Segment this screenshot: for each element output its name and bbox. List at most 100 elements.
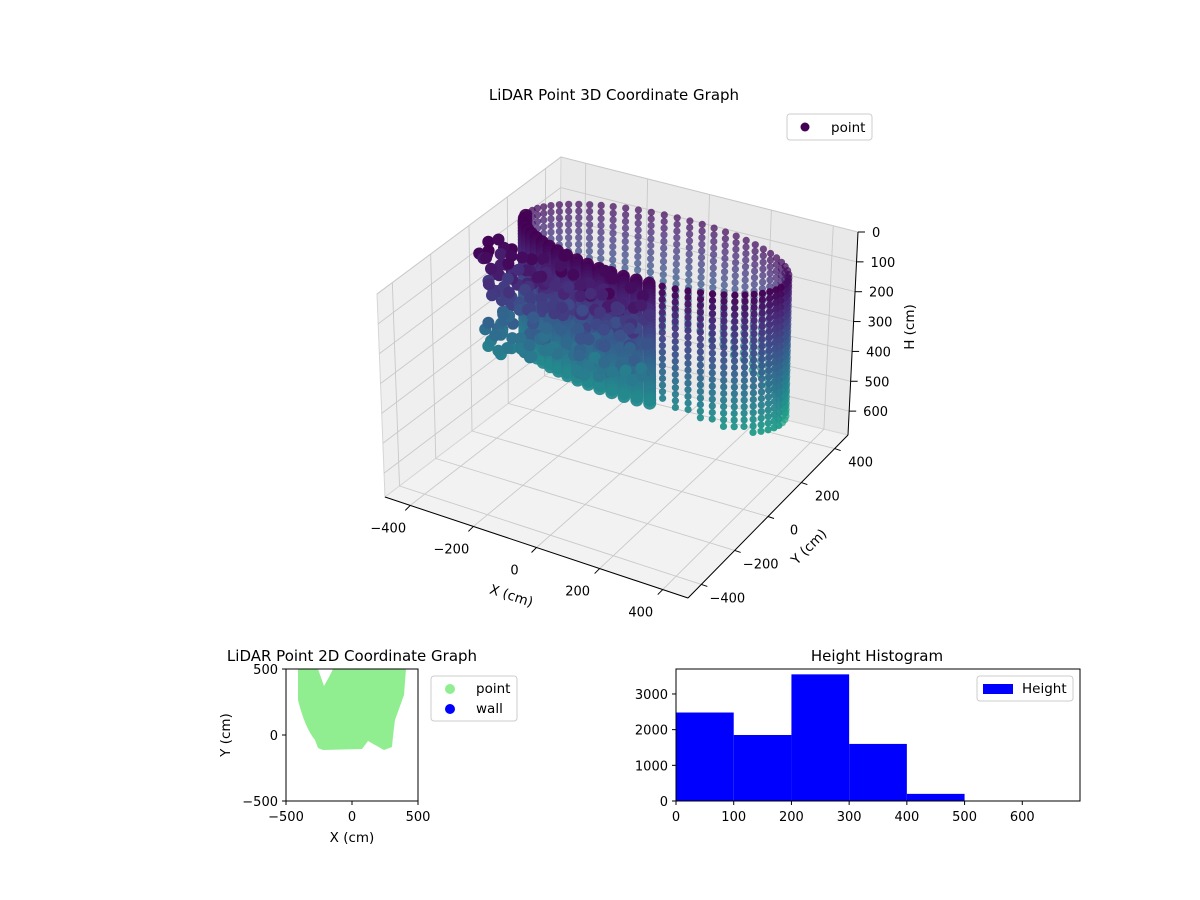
cloud-point xyxy=(686,251,693,258)
cloud-point xyxy=(647,269,654,276)
cloud-point xyxy=(673,267,680,274)
y-tick-label-3d: −400 xyxy=(709,591,745,606)
cloud-point xyxy=(659,322,666,329)
cloud-point xyxy=(752,241,759,248)
cloud-point xyxy=(765,354,772,361)
cloud-point xyxy=(547,209,554,216)
cloud-point xyxy=(565,201,572,208)
cloud-point xyxy=(720,423,727,430)
cloud-point xyxy=(622,245,629,252)
cloud-point xyxy=(709,376,716,383)
cloud-point xyxy=(547,229,554,236)
y-tick-label-hist: 3000 xyxy=(635,688,668,703)
x-tick-label-hist: 100 xyxy=(721,810,746,825)
cloud-point xyxy=(758,369,765,376)
cloud-point xyxy=(672,371,679,378)
cloud-point xyxy=(731,318,738,325)
cloud-point xyxy=(765,374,772,381)
cloud-point xyxy=(594,306,606,318)
cloud-point xyxy=(644,309,656,321)
cloud-point xyxy=(622,258,629,265)
cloud-point xyxy=(709,336,716,343)
cloud-point xyxy=(575,214,582,221)
legend-3d-label: point xyxy=(831,120,865,136)
cloud-point xyxy=(720,304,727,311)
cloud-point xyxy=(684,327,691,334)
cloud-point xyxy=(561,336,573,348)
cloud-point xyxy=(659,349,666,356)
cloud-point xyxy=(565,227,572,234)
cloud-point xyxy=(741,357,748,364)
cloud-point xyxy=(699,228,706,235)
cloud-point xyxy=(660,258,667,265)
cloud-point xyxy=(709,284,716,291)
cloud-point xyxy=(684,353,691,360)
cloud-point xyxy=(750,383,757,390)
cloud-point xyxy=(758,395,765,402)
cloud-point xyxy=(741,291,748,298)
cloud-point xyxy=(565,241,572,248)
cloud-point xyxy=(741,318,748,325)
cloud-point xyxy=(741,410,748,417)
cloud-point xyxy=(741,397,748,404)
cloud-point xyxy=(575,290,587,302)
cloud-point xyxy=(686,257,693,264)
cloud-point xyxy=(576,305,588,317)
cloud-point xyxy=(741,390,748,397)
cloud-point xyxy=(575,279,587,291)
chart-histogram: Height Histogram 0 100 200 300 400 500 600 0 100… xyxy=(635,647,1080,825)
cloud-point xyxy=(759,290,766,297)
histogram-title: Height Histogram xyxy=(811,647,943,665)
x-tick-label-3d: −400 xyxy=(370,521,406,536)
cloud-point xyxy=(733,233,740,240)
cloud-point xyxy=(659,368,666,375)
cloud-point xyxy=(673,247,680,254)
cloud-point xyxy=(720,410,727,417)
cloud-point xyxy=(547,202,554,209)
cloud-point xyxy=(622,231,629,238)
cloud-point xyxy=(586,214,593,221)
cloud-point xyxy=(685,277,692,284)
cloud-point xyxy=(659,329,666,336)
cloud-point xyxy=(618,390,631,403)
cloud-point xyxy=(749,429,756,436)
z-tick-label-3d: 400 xyxy=(866,345,891,360)
cloud-point xyxy=(741,370,748,377)
cloud-point xyxy=(731,324,738,331)
cloud-point xyxy=(672,305,679,312)
cloud-point xyxy=(609,256,616,263)
cloud-point xyxy=(635,299,647,311)
cloud-point xyxy=(684,373,691,380)
cloud-point xyxy=(742,263,749,270)
cloud-point xyxy=(772,306,779,313)
cloud-point xyxy=(698,247,705,254)
cloud-point xyxy=(697,296,704,303)
cloud-point xyxy=(597,235,604,242)
cloud-point xyxy=(684,301,691,308)
cloud-point xyxy=(772,326,779,333)
cloud-point xyxy=(765,360,772,367)
cloud-point xyxy=(672,325,679,332)
cloud-point xyxy=(697,381,704,388)
cloud-point xyxy=(684,393,691,400)
cloud-point xyxy=(720,377,727,384)
cloud-point xyxy=(697,289,704,296)
y-tick-mark-3d xyxy=(801,483,807,485)
cloud-point xyxy=(758,401,765,408)
cloud-point xyxy=(699,221,706,228)
cloud-point xyxy=(742,250,749,257)
cloud-point xyxy=(660,245,667,252)
cloud-point xyxy=(741,416,748,423)
cloud-point xyxy=(765,400,772,407)
cloud-point xyxy=(684,340,691,347)
cloud-point xyxy=(540,223,547,230)
cloud-point xyxy=(697,315,704,322)
cloud-point xyxy=(684,307,691,314)
cloud-point xyxy=(767,270,774,277)
cloud-point xyxy=(622,238,629,245)
cloud-point xyxy=(709,278,716,285)
cloud-point xyxy=(609,230,616,237)
cloud-point xyxy=(765,420,772,427)
cloud-point xyxy=(610,203,617,210)
cloud-point xyxy=(673,254,680,261)
